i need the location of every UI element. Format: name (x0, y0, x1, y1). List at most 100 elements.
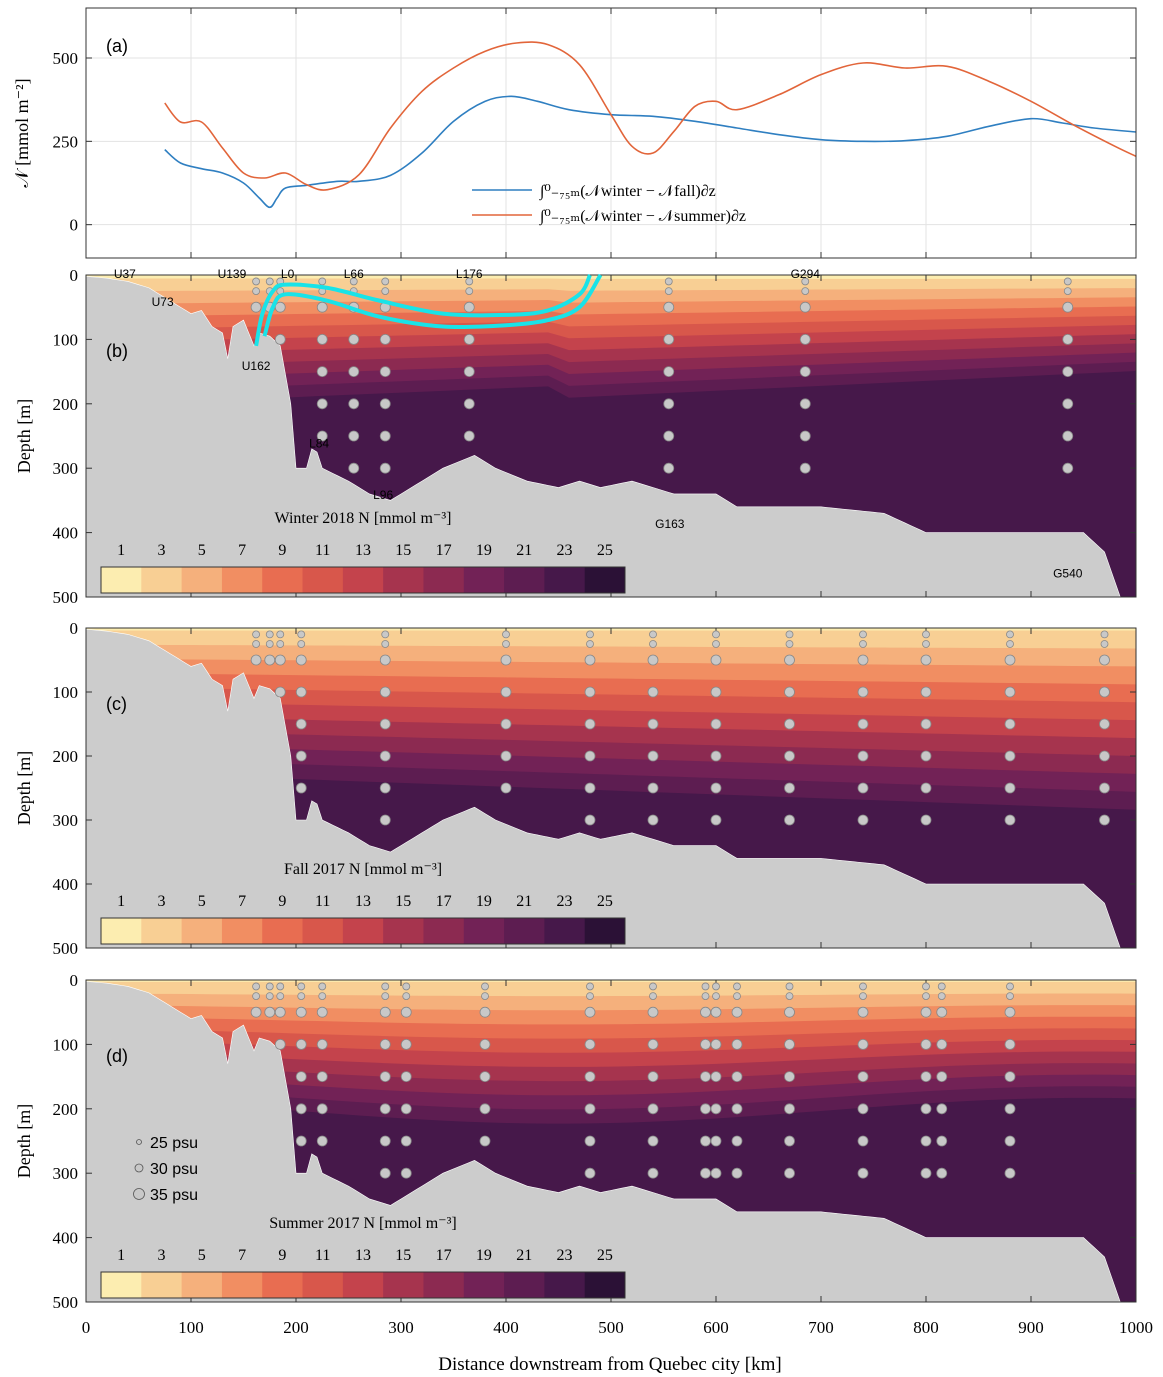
station-marker (1099, 750, 1110, 762)
station-marker (265, 277, 274, 286)
station-marker (500, 718, 512, 730)
station-marker (316, 366, 328, 378)
station-marker (1004, 686, 1016, 698)
station-marker (799, 301, 811, 313)
station-labels: U37 U139 L0 L66 L176 G294 U73 U162 L84 L96 G163 G54… (114, 267, 1083, 580)
station-marker (710, 1167, 722, 1179)
station-marker (479, 1103, 491, 1115)
y-tick-label: 200 (53, 1100, 79, 1119)
station-marker (920, 654, 932, 666)
x-tick-label: 300 (388, 1318, 414, 1337)
station-marker (502, 630, 510, 639)
colorbar-swatch (504, 1272, 545, 1298)
colorbar-tick-label: 23 (557, 893, 573, 910)
station-marker (710, 654, 722, 666)
colorbar-tick-label: 11 (315, 893, 330, 910)
colorbar-tick-label: 25 (597, 1247, 613, 1264)
station-marker (710, 1006, 722, 1018)
station-marker (936, 1006, 948, 1018)
station-marker (316, 1071, 328, 1082)
station-marker (274, 1006, 286, 1018)
colorbar-swatch (221, 1272, 263, 1298)
station-marker (1004, 1167, 1016, 1179)
size-legend-label: 25 psu (150, 1135, 198, 1152)
station-marker (712, 640, 720, 648)
stations (250, 630, 1110, 826)
contour-band (86, 628, 1136, 649)
colorbar-tick-label: 1 (117, 1247, 125, 1264)
station-label: U73 (152, 295, 174, 309)
station-marker (649, 992, 657, 1000)
colorbar-tick-label: 15 (395, 893, 411, 910)
colorbar-swatch (584, 918, 626, 944)
station-marker (276, 982, 285, 991)
colorbar-swatch (423, 1272, 465, 1298)
station-marker (584, 718, 596, 730)
station-marker (784, 1103, 795, 1115)
y-tick-label: 500 (53, 49, 79, 68)
station-marker (584, 1167, 596, 1179)
station-marker (784, 1071, 795, 1082)
y-tick-label: 100 (53, 330, 79, 349)
legend: ∫⁰₋₇₅ₘ(𝒩winter − 𝒩fall)∂z ∫⁰₋₇₅ₘ(𝒩winter … (472, 183, 746, 226)
station-marker (857, 782, 869, 794)
station-marker (731, 1006, 743, 1018)
station-label: L176 (456, 267, 483, 281)
station-label: L66 (344, 267, 364, 281)
station-marker (784, 1006, 795, 1018)
station-marker (316, 1135, 328, 1147)
station-marker (584, 1135, 596, 1147)
station-marker (712, 982, 720, 991)
colorbar-swatch (141, 567, 183, 593)
station-marker (647, 1103, 659, 1115)
station-marker (297, 992, 306, 1000)
station-marker (936, 1071, 948, 1082)
station-marker (859, 992, 867, 1000)
station-marker (647, 814, 659, 826)
station-marker (664, 277, 673, 286)
station-marker (316, 1103, 328, 1115)
colorbar-tick-label: 15 (395, 1247, 411, 1264)
station-marker (252, 640, 261, 648)
colorbar-swatch (221, 567, 263, 593)
colorbar-tick-label: 13 (355, 893, 371, 910)
colorbar-tick-label: 17 (436, 893, 452, 910)
station-marker (400, 1071, 412, 1082)
y-tick-label: 0 (70, 216, 79, 235)
x-axis-label: Distance downstream from Quebec city [km… (438, 1354, 781, 1375)
colorbar-swatch (383, 1272, 424, 1298)
station-marker (857, 1167, 869, 1179)
colorbar-tick-label: 11 (315, 542, 330, 559)
station-marker (584, 782, 596, 794)
station-marker (857, 686, 869, 698)
colorbar-tick-label: 11 (315, 1247, 330, 1264)
station-marker (1062, 430, 1074, 442)
x-tick-label: 900 (1018, 1318, 1044, 1337)
colorbar-swatch (262, 918, 304, 944)
station-marker (920, 814, 932, 826)
station-marker (295, 750, 307, 762)
station-marker (463, 333, 475, 345)
station-marker (647, 654, 659, 666)
colorbar-swatch (342, 567, 384, 593)
station-marker (920, 1006, 932, 1018)
station-marker (700, 1039, 711, 1050)
station-marker (1062, 301, 1074, 313)
station-marker (1099, 686, 1110, 698)
station-marker (799, 462, 811, 474)
station-marker (379, 1039, 391, 1050)
x-tick-label: 100 (178, 1318, 204, 1337)
y-tick-label: 500 (53, 1293, 79, 1312)
station-marker (784, 782, 795, 794)
x-tick-label: 800 (913, 1318, 939, 1337)
station-marker (265, 630, 274, 639)
station-marker (295, 718, 307, 730)
station-marker (1004, 1006, 1016, 1018)
station-marker (584, 686, 596, 698)
colorbar-tick-label: 17 (436, 542, 452, 559)
station-marker (1062, 333, 1074, 345)
colorbar-swatch (141, 918, 183, 944)
station-marker (1099, 654, 1110, 666)
